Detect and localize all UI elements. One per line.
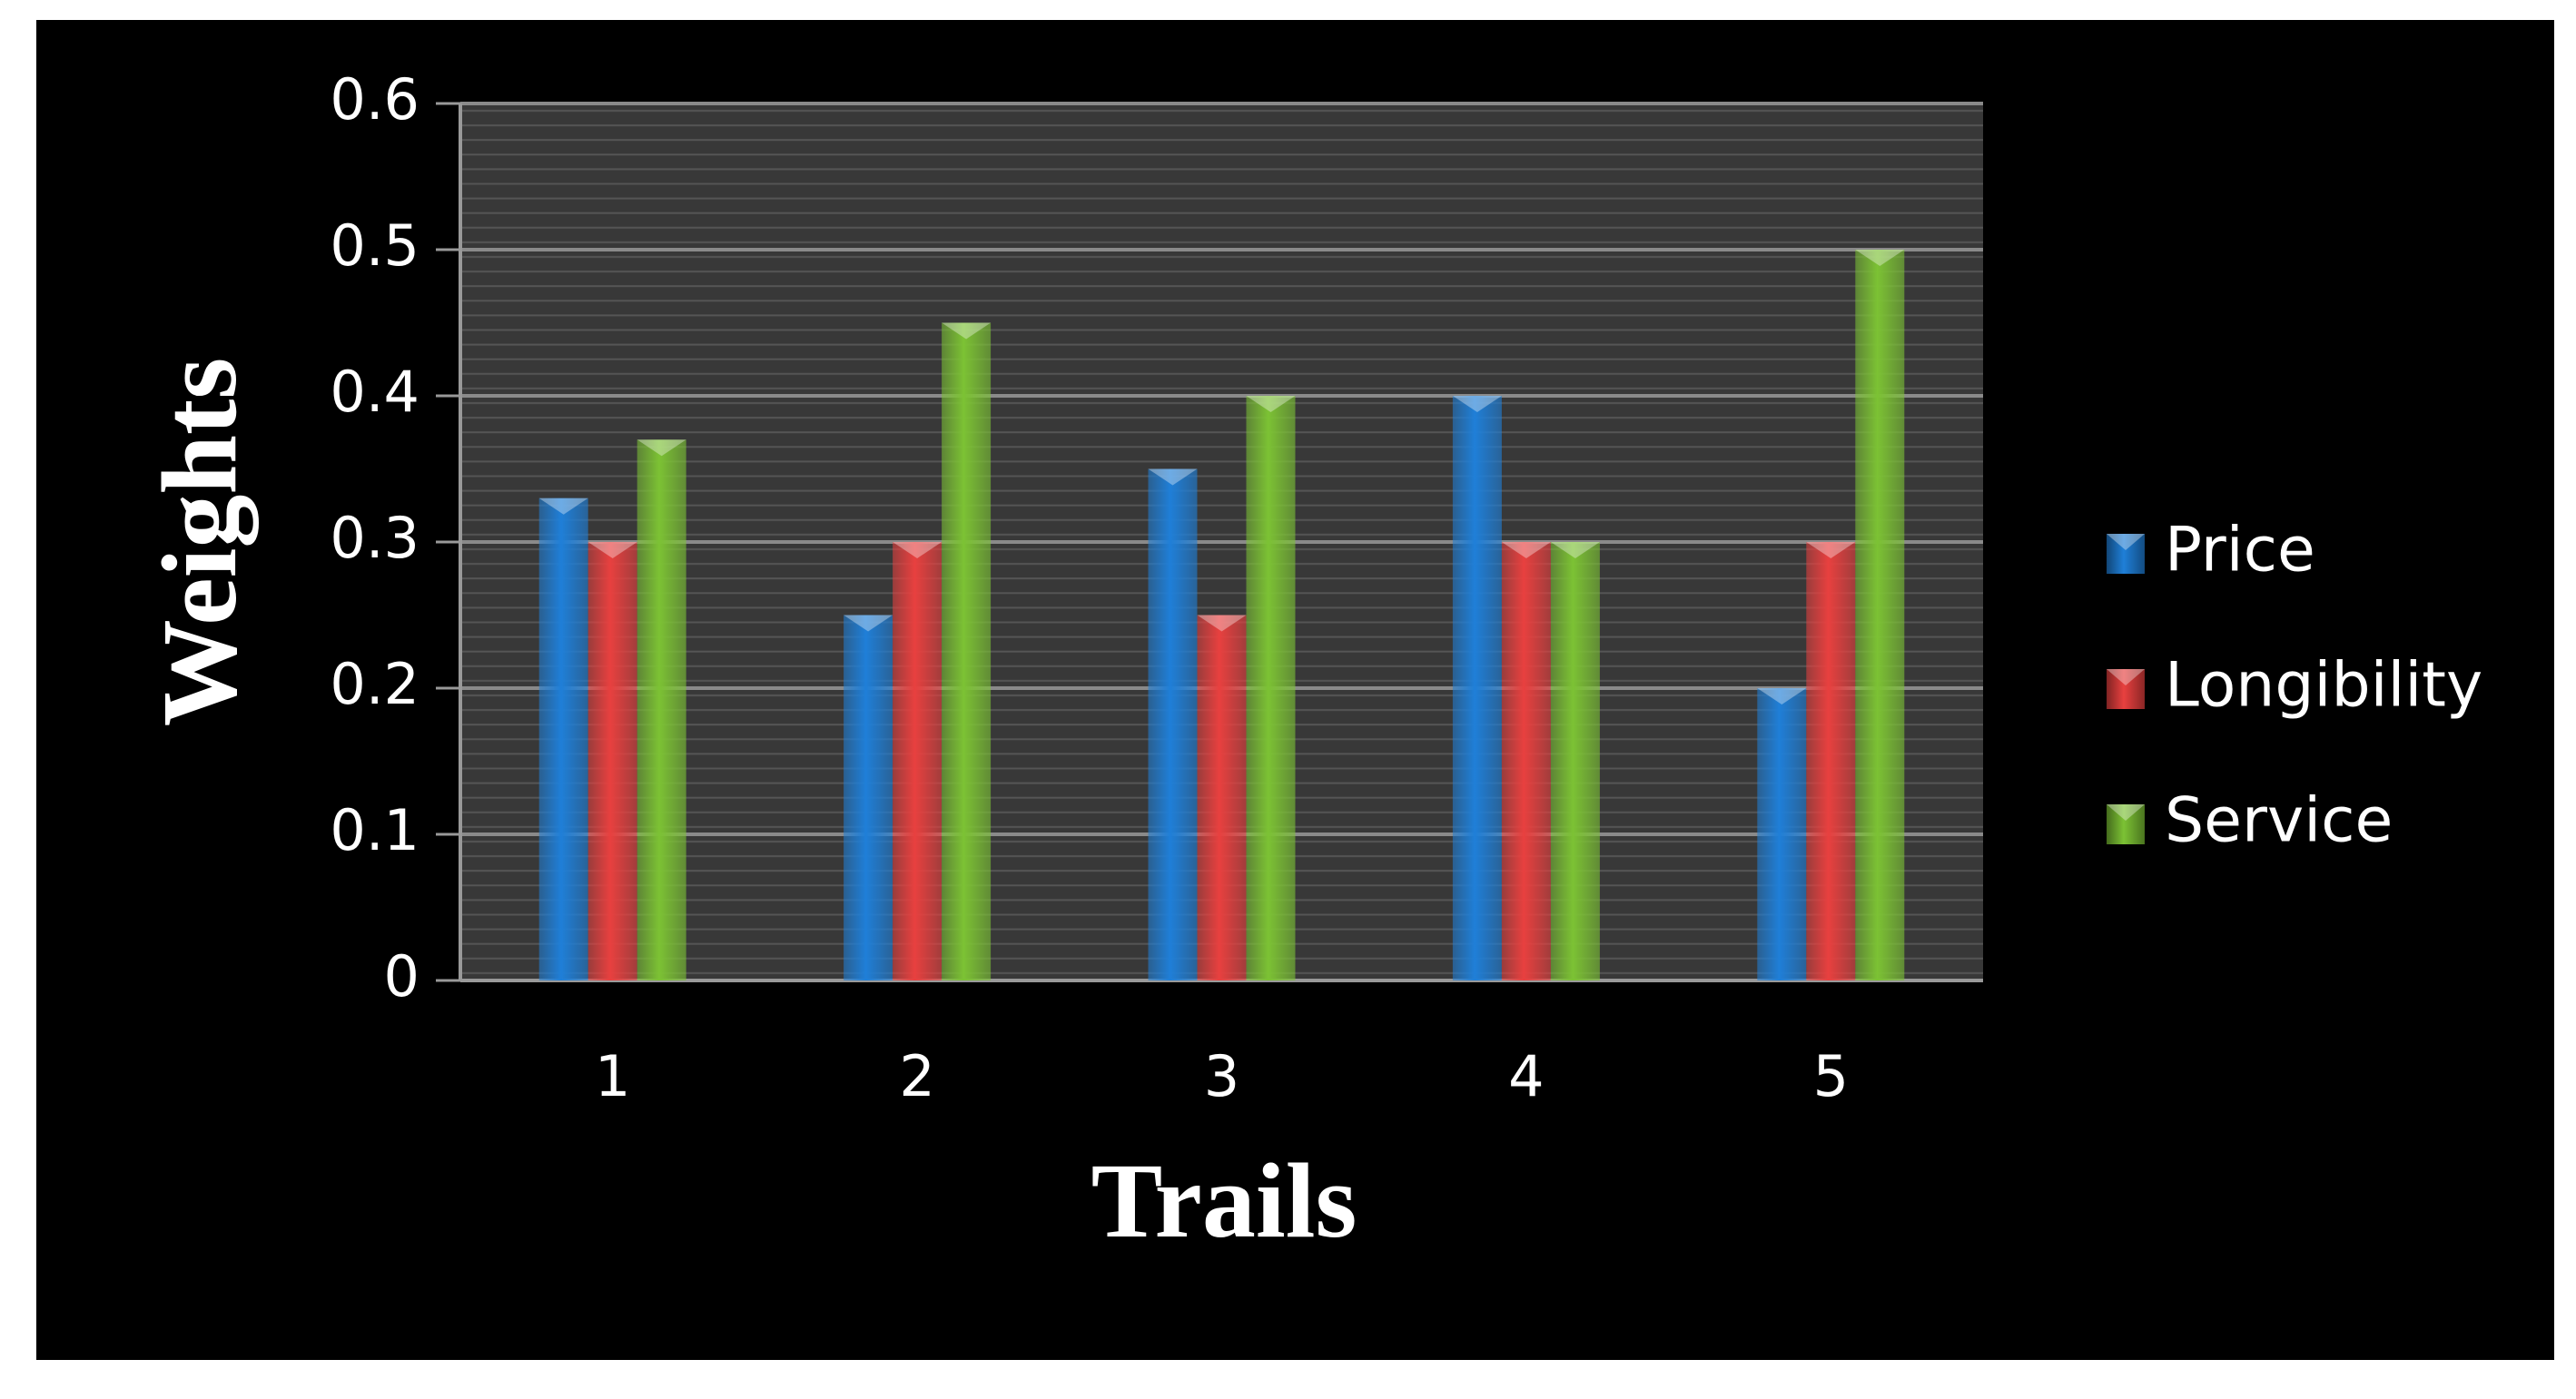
y-tick-label: 0.1	[330, 797, 419, 863]
x-tick-label: 4	[1508, 1043, 1544, 1109]
bar-cap	[1197, 615, 1247, 632]
bar	[844, 615, 893, 980]
y-tick-label: 0.2	[330, 651, 419, 717]
bar-cap	[1550, 542, 1600, 558]
bar	[1855, 250, 1905, 980]
bar-cap	[844, 615, 893, 632]
bar	[587, 542, 637, 980]
bar	[942, 322, 992, 980]
bar-cap	[942, 322, 992, 340]
legend-marker	[2107, 804, 2145, 844]
bar	[1452, 396, 1502, 980]
legend-label: Service	[2165, 785, 2393, 857]
y-tick-label: 0.6	[330, 66, 419, 133]
x-tick-label: 2	[899, 1043, 934, 1109]
y-tick-label: 0.5	[330, 212, 419, 279]
bar	[893, 542, 943, 980]
bar	[1197, 615, 1247, 980]
y-tick-label: 0.3	[330, 505, 419, 571]
bar	[538, 498, 588, 980]
bar	[1501, 542, 1551, 980]
bar-cap	[1148, 468, 1198, 486]
y-tick-label: 0.4	[330, 359, 419, 425]
bar-cap	[1757, 688, 1807, 704]
x-axis-title: Trails	[1091, 1141, 1357, 1260]
legend-label: Price	[2165, 515, 2315, 586]
bar	[1148, 468, 1198, 980]
bar-cap	[893, 542, 943, 558]
x-tick-label: 5	[1813, 1043, 1849, 1109]
bar	[1550, 542, 1600, 980]
bar-cap	[538, 498, 588, 515]
bar	[1806, 542, 1856, 980]
bar-cap	[1452, 396, 1502, 412]
legend-label: Longibility	[2165, 650, 2482, 722]
x-tick-label: 1	[595, 1043, 630, 1109]
bar	[637, 439, 686, 980]
bar-cap	[1806, 542, 1856, 558]
legend-cap	[2107, 669, 2145, 685]
bar-cap	[1855, 250, 1905, 266]
bar-cap	[1246, 396, 1296, 412]
bar	[1757, 688, 1807, 980]
bar-cap	[1501, 542, 1551, 558]
legend-marker	[2107, 534, 2145, 574]
legend-cap	[2107, 804, 2145, 821]
legend-cap	[2107, 534, 2145, 550]
bar	[1246, 396, 1296, 980]
x-tick-label: 3	[1204, 1043, 1239, 1109]
bar-cap	[637, 439, 686, 457]
y-tick-label: 0	[384, 943, 419, 1010]
bar-cap	[587, 542, 637, 558]
legend-marker	[2107, 669, 2145, 709]
y-axis-title: Weights	[140, 358, 259, 727]
